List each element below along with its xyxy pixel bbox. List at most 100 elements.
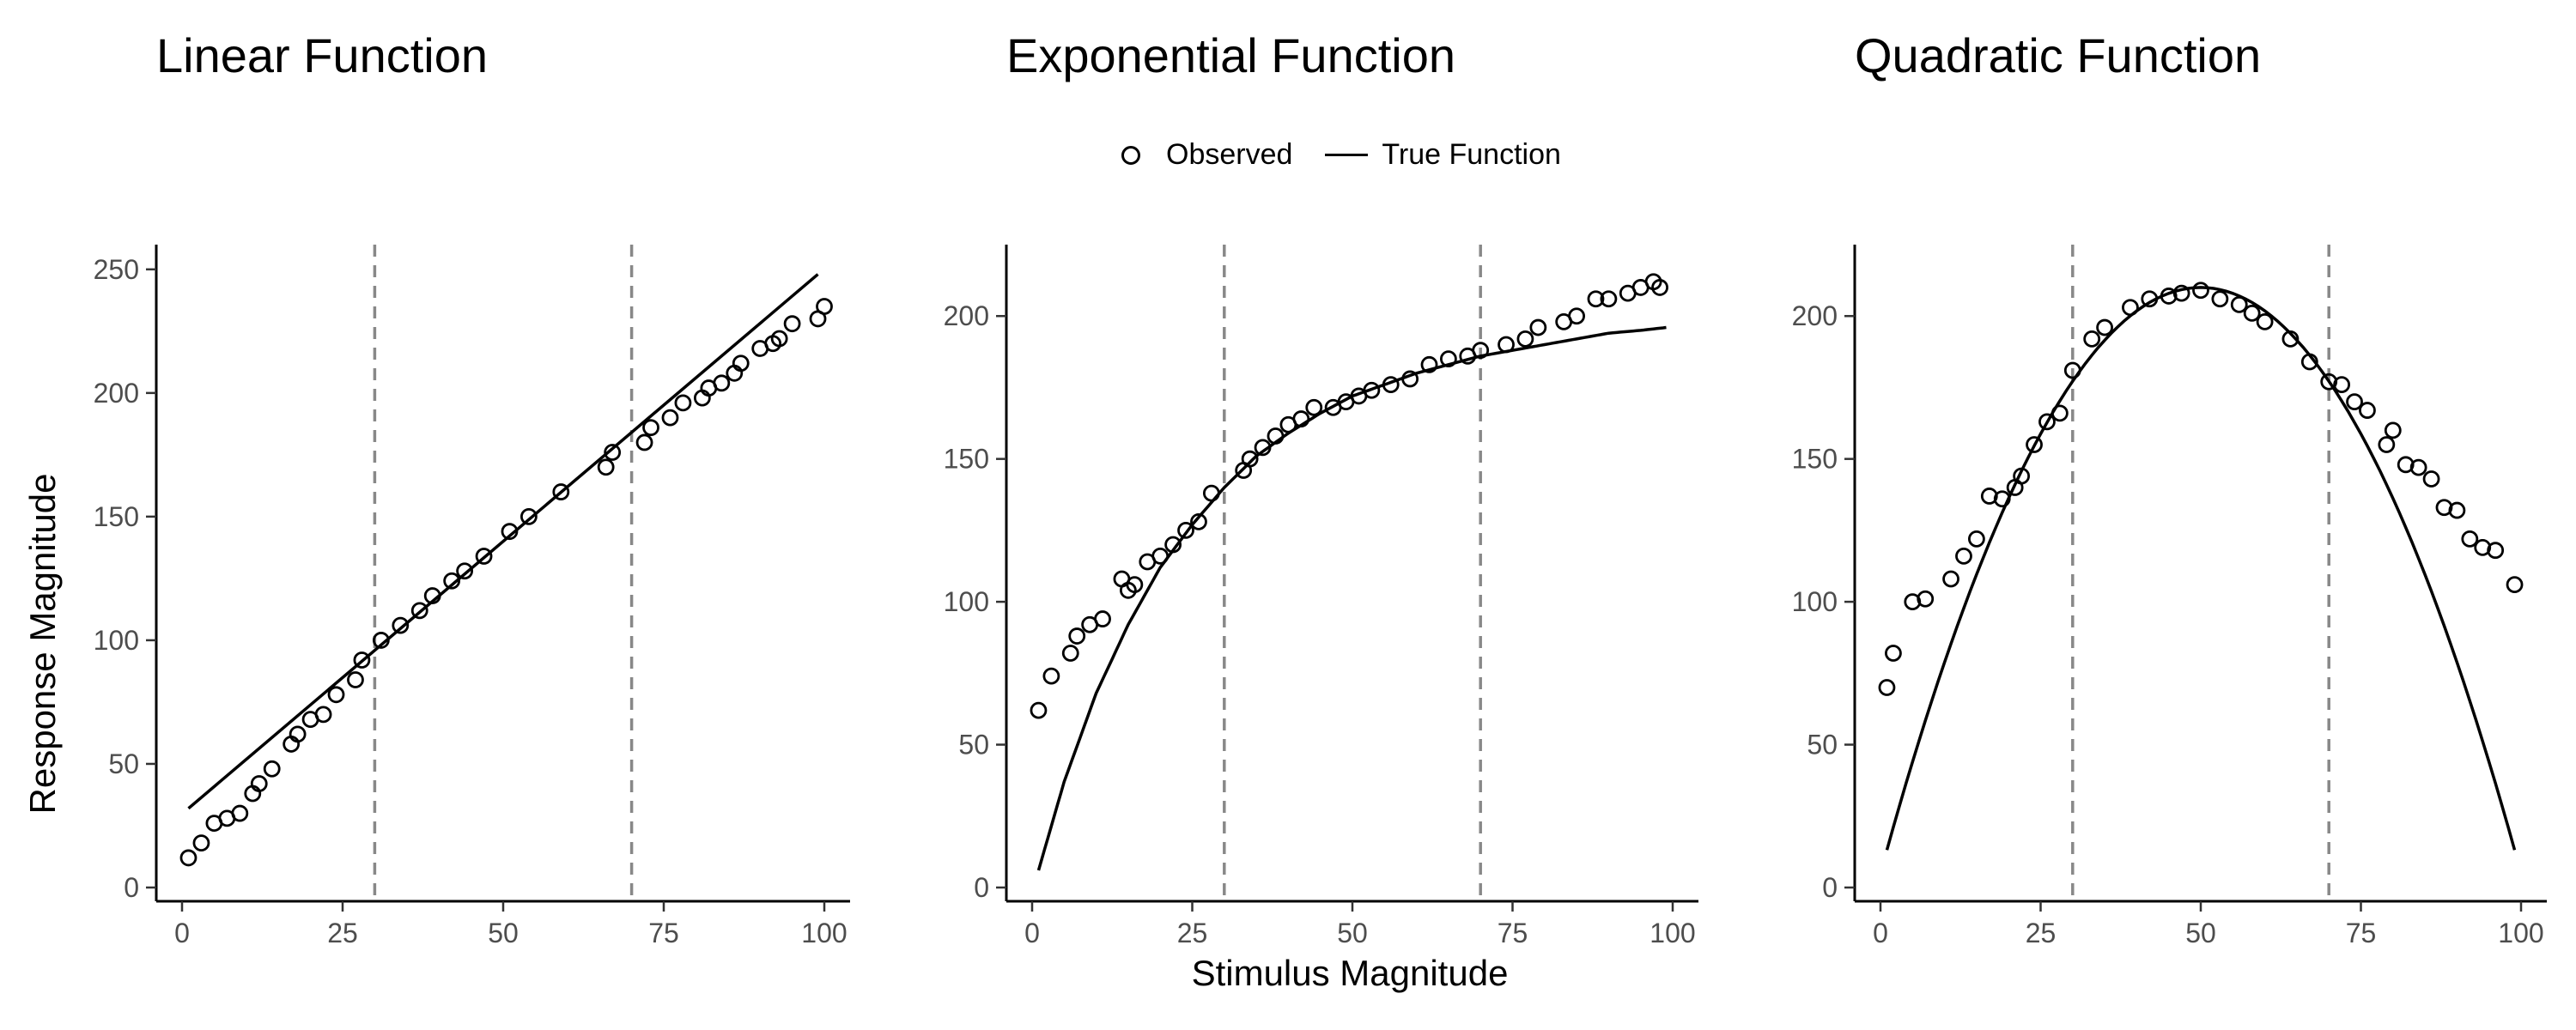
observed-point-linear <box>443 572 461 590</box>
observed-point-exponential <box>1651 279 1668 296</box>
x-tick-label-exponential: 50 <box>1337 918 1368 948</box>
observed-point-quadratic <box>2506 576 2524 594</box>
y-tick-label-linear: 100 <box>94 625 139 656</box>
observed-point-exponential <box>1516 330 1534 348</box>
observed-point-linear <box>250 775 268 792</box>
observed-point-linear <box>231 804 249 822</box>
observed-point-quadratic <box>1885 645 1902 662</box>
observed-point-linear <box>353 651 371 669</box>
y-tick-label-quadratic: 0 <box>1822 872 1838 903</box>
y-tick-label-linear: 150 <box>94 501 139 532</box>
legend: Observed True Function <box>1108 133 1592 176</box>
observed-point-exponential <box>1420 355 1438 373</box>
x-tick-label-exponential: 75 <box>1498 918 1528 948</box>
observed-point-linear <box>661 409 679 427</box>
y-tick-label-exponential: 50 <box>958 730 989 760</box>
observed-point-quadratic <box>2096 318 2114 336</box>
observed-point-linear <box>783 315 801 333</box>
observed-point-quadratic <box>2038 413 2056 431</box>
observed-point-exponential <box>1440 350 1457 368</box>
observed-point-linear <box>289 725 307 743</box>
observed-point-quadratic <box>2461 530 2479 548</box>
legend-item-observed: Observed <box>1108 137 1292 172</box>
observed-point-linear <box>604 444 622 461</box>
legend-label-observed: Observed <box>1166 137 1293 171</box>
true-function-line-exponential <box>1036 325 1667 871</box>
observed-point-exponential <box>1472 342 1490 360</box>
panel-quadratic: 0 25 50 75 100 0 50 100 150 200 <box>1792 245 2547 948</box>
observed-point-linear <box>192 834 210 852</box>
observed-point-linear <box>410 602 428 620</box>
observed-point-linear <box>552 483 570 500</box>
x-tick-label-linear: 0 <box>174 918 190 948</box>
observed-point-exponential <box>1061 645 1079 662</box>
legend-item-true-function: True Function <box>1323 137 1561 172</box>
x-tick-label-quadratic: 100 <box>2498 918 2543 948</box>
x-tick-label-linear: 75 <box>648 918 679 948</box>
y-tick-label-exponential: 150 <box>944 444 989 475</box>
true-function-line-linear <box>187 273 819 810</box>
observed-point-exponential <box>1042 667 1060 685</box>
observed-point-linear <box>520 507 538 525</box>
observed-point-quadratic <box>2026 436 2043 453</box>
observed-point-linear <box>713 374 731 392</box>
observed-point-quadratic <box>2359 402 2376 419</box>
panel-exponential: 0 25 50 75 100 0 50 100 150 200 <box>944 245 1698 948</box>
panel-title-exponential: Exponential Function <box>1006 28 1456 82</box>
y-tick-label-quadratic: 50 <box>1807 730 1838 760</box>
observed-point-quadratic <box>2256 312 2274 330</box>
x-tick-label-quadratic: 75 <box>2346 918 2377 948</box>
observed-point-exponential <box>1190 513 1207 530</box>
observed-point-linear <box>314 706 332 724</box>
observed-point-linear <box>816 298 833 315</box>
x-tick-label-quadratic: 50 <box>2185 918 2216 948</box>
observed-point-linear <box>347 671 364 688</box>
observed-point-linear <box>263 760 281 778</box>
y-tick-label-exponential: 0 <box>974 872 989 903</box>
observed-point-quadratic <box>2422 470 2440 488</box>
x-axis-label: Stimulus Magnitude <box>1191 953 1509 993</box>
observed-point-quadratic <box>2333 376 2351 394</box>
observed-point-quadratic <box>1917 590 1935 608</box>
observed-point-linear <box>597 458 615 476</box>
observed-point-quadratic <box>2378 436 2396 453</box>
observed-point-linear <box>674 394 692 412</box>
y-tick-label-exponential: 100 <box>944 586 989 617</box>
observed-point-exponential <box>1305 398 1323 416</box>
observed-point-quadratic <box>2192 282 2209 300</box>
observed-point-quadratic <box>2172 284 2190 302</box>
observed-point-quadratic <box>1942 570 1959 588</box>
observed-point-exponential <box>1030 701 1048 719</box>
x-tick-label-quadratic: 0 <box>1873 918 1888 948</box>
observed-point-linear <box>456 562 474 580</box>
observed-point-quadratic <box>2409 458 2427 476</box>
panel-title-quadratic: Quadratic Function <box>1855 28 2262 82</box>
observed-point-quadratic <box>2211 290 2229 308</box>
observed-point-exponential <box>1094 610 1111 627</box>
observed-point-quadratic <box>2083 330 2101 348</box>
x-tick-label-linear: 25 <box>327 918 358 948</box>
y-tick-label-quadratic: 150 <box>1792 444 1838 475</box>
y-tick-label-linear: 200 <box>94 378 139 409</box>
observed-point-quadratic <box>2384 421 2402 439</box>
observed-point-quadratic <box>1955 547 1972 565</box>
observed-point-exponential <box>1241 450 1259 468</box>
observed-point-linear <box>179 849 197 867</box>
x-tick-label-quadratic: 25 <box>2026 918 2057 948</box>
x-tick-label-exponential: 0 <box>1024 918 1040 948</box>
y-tick-label-linear: 0 <box>124 872 139 903</box>
observed-point-linear <box>475 548 493 565</box>
observed-point-quadratic <box>2448 501 2466 519</box>
y-tick-label-quadratic: 200 <box>1792 300 1838 331</box>
legend-label-true-function: True Function <box>1382 137 1561 171</box>
observed-point-linear <box>327 686 345 704</box>
observed-point-exponential <box>1587 290 1605 308</box>
observed-point-exponential <box>1126 576 1144 594</box>
observed-point-linear <box>635 433 653 451</box>
y-tick-label-quadratic: 100 <box>1792 586 1838 617</box>
x-tick-label-exponential: 25 <box>1177 918 1208 948</box>
observed-point-quadratic <box>1878 679 1896 696</box>
observed-point-exponential <box>1068 627 1086 645</box>
observed-point-linear <box>732 354 750 373</box>
